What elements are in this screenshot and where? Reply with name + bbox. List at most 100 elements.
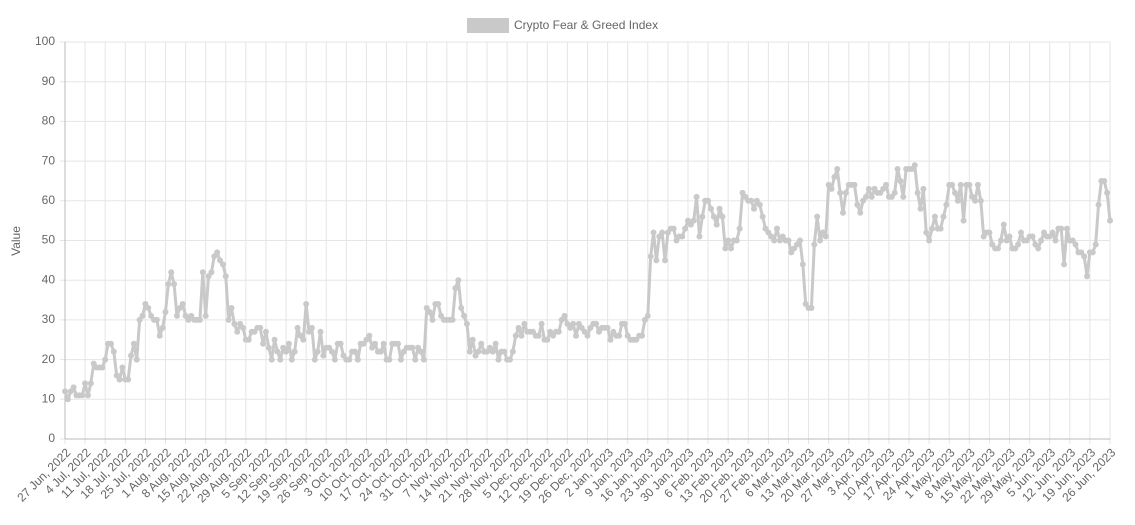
data-point xyxy=(1089,249,1096,256)
data-point xyxy=(647,253,654,260)
data-point xyxy=(377,348,384,355)
data-point xyxy=(854,201,861,208)
data-point xyxy=(834,166,841,173)
data-point xyxy=(696,233,703,240)
data-point xyxy=(99,364,106,371)
data-point xyxy=(865,185,872,192)
data-point xyxy=(974,181,981,188)
data-point xyxy=(891,189,898,196)
data-point xyxy=(1095,201,1102,208)
data-point xyxy=(900,193,907,200)
y-tick-label: 30 xyxy=(42,312,56,326)
data-point xyxy=(300,336,307,343)
data-point xyxy=(722,245,729,252)
data-point xyxy=(228,304,235,311)
data-point xyxy=(239,324,246,331)
data-point xyxy=(285,340,292,347)
data-point xyxy=(1104,189,1111,196)
data-point xyxy=(995,245,1002,252)
data-point xyxy=(463,320,470,327)
data-point xyxy=(288,356,295,363)
data-point xyxy=(986,229,993,236)
data-point xyxy=(966,181,973,188)
data-point xyxy=(110,348,117,355)
data-point xyxy=(650,229,657,236)
data-point xyxy=(426,308,433,315)
data-point xyxy=(705,197,712,204)
y-tick-label: 100 xyxy=(35,34,55,48)
data-point xyxy=(926,237,933,244)
data-point xyxy=(1092,241,1099,248)
data-point xyxy=(208,269,215,276)
data-point xyxy=(162,308,169,315)
data-point xyxy=(271,336,278,343)
data-point xyxy=(119,364,126,371)
data-point xyxy=(435,301,442,308)
data-point xyxy=(317,328,324,335)
data-point xyxy=(653,257,660,264)
data-point xyxy=(265,344,272,351)
data-point xyxy=(1107,217,1113,224)
data-point xyxy=(469,336,476,343)
data-point xyxy=(733,237,740,244)
data-point xyxy=(79,392,86,399)
data-point xyxy=(128,352,135,359)
data-point xyxy=(573,332,580,339)
data-point xyxy=(923,229,930,236)
data-point xyxy=(693,193,700,200)
y-tick-label: 80 xyxy=(42,114,56,128)
data-point xyxy=(420,356,427,363)
data-point xyxy=(808,304,815,311)
data-point xyxy=(943,201,950,208)
data-point xyxy=(544,336,551,343)
y-tick-label: 10 xyxy=(42,391,56,405)
data-point xyxy=(920,185,927,192)
data-point xyxy=(274,348,281,355)
data-point xyxy=(771,237,778,244)
data-point xyxy=(506,356,513,363)
data-point xyxy=(314,348,321,355)
y-tick-label: 40 xyxy=(42,272,56,286)
data-point xyxy=(1084,273,1091,280)
data-point xyxy=(283,348,290,355)
data-point xyxy=(165,281,172,288)
data-point xyxy=(125,376,132,383)
data-point xyxy=(455,277,462,284)
data-point xyxy=(759,213,766,220)
data-point xyxy=(395,340,402,347)
data-point xyxy=(857,209,864,216)
data-point xyxy=(868,193,875,200)
data-point xyxy=(822,233,829,240)
data-point xyxy=(707,205,714,212)
data-point xyxy=(561,312,568,319)
data-point xyxy=(262,328,269,335)
data-point xyxy=(518,332,525,339)
data-point xyxy=(917,205,924,212)
data-point xyxy=(799,261,806,268)
data-point xyxy=(811,241,818,248)
data-point xyxy=(814,213,821,220)
y-tick-label: 60 xyxy=(42,193,56,207)
data-point xyxy=(1035,245,1042,252)
data-point xyxy=(894,166,901,173)
data-point xyxy=(960,217,967,224)
data-point xyxy=(257,324,264,331)
data-point xyxy=(1101,177,1108,184)
data-point xyxy=(139,312,146,319)
data-point xyxy=(555,328,562,335)
data-point xyxy=(670,225,677,232)
data-point xyxy=(831,173,838,180)
data-point xyxy=(713,221,720,228)
data-point xyxy=(179,301,186,308)
data-point xyxy=(699,213,706,220)
data-point xyxy=(521,320,528,327)
data-point xyxy=(366,332,373,339)
data-point xyxy=(736,225,743,232)
data-point xyxy=(311,356,318,363)
data-point xyxy=(690,217,697,224)
data-point xyxy=(168,269,175,276)
data-point xyxy=(593,320,600,327)
data-point xyxy=(682,225,689,232)
data-point xyxy=(639,332,646,339)
data-point xyxy=(501,348,508,355)
